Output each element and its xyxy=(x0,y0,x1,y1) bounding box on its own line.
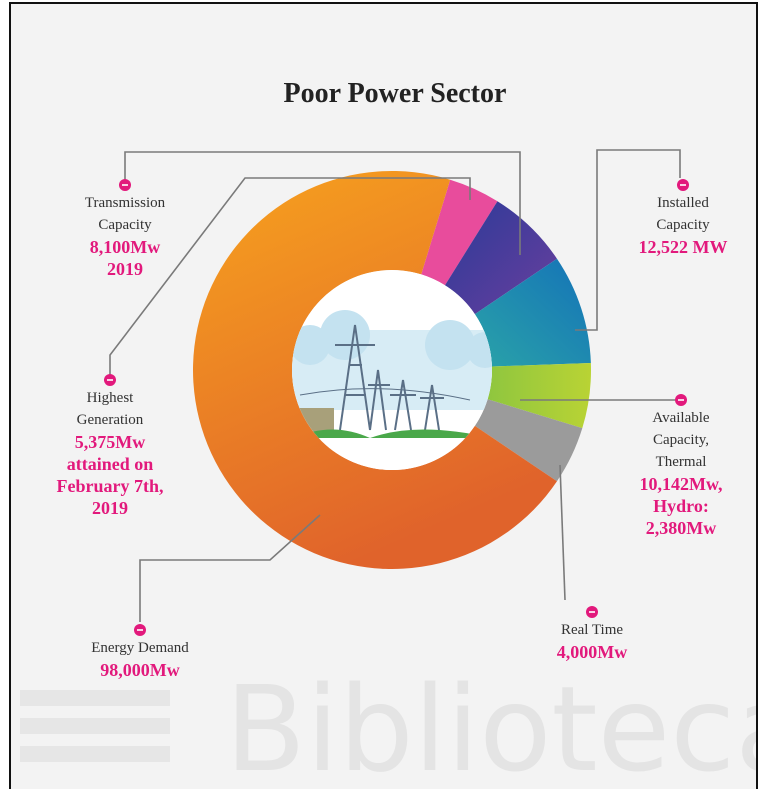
infographic: Biblioteca Poor Power Sector Transmissio… xyxy=(0,0,766,789)
callout-value: 2019 xyxy=(92,498,128,518)
callout-name: Capacity, xyxy=(653,432,709,448)
title: Poor Power Sector xyxy=(284,78,507,109)
watermark-logo xyxy=(20,690,170,762)
callout-value: 2,380Mw xyxy=(646,518,717,538)
callout-value: February 7th, xyxy=(57,476,164,496)
callout-name: Energy Demand xyxy=(91,640,189,656)
watermark: Biblioteca xyxy=(225,660,766,789)
callout-name: Thermal xyxy=(656,454,707,470)
callout-name: Installed xyxy=(657,195,709,211)
callout-value: 5,375Mw xyxy=(75,432,146,452)
callout-value: 10,142Mw, xyxy=(640,474,723,494)
callout-name: Capacity xyxy=(98,217,152,233)
callout-name: Capacity xyxy=(656,217,710,233)
callout-name: Highest xyxy=(87,390,134,406)
callout-value: 98,000Mw xyxy=(100,660,180,680)
callout-value: 4,000Mw xyxy=(557,642,628,662)
callout-name: Generation xyxy=(77,412,144,428)
callout-value: 12,522 MW xyxy=(639,237,728,257)
callout-value: 2019 xyxy=(107,259,143,279)
callout-value: 8,100Mw xyxy=(90,237,161,257)
callout-value: attained on xyxy=(67,454,154,474)
callout-name: Transmission xyxy=(85,195,166,211)
callout-name: Real Time xyxy=(561,622,623,638)
callout-value: Hydro: xyxy=(653,496,709,516)
callout-name: Available xyxy=(652,410,710,426)
